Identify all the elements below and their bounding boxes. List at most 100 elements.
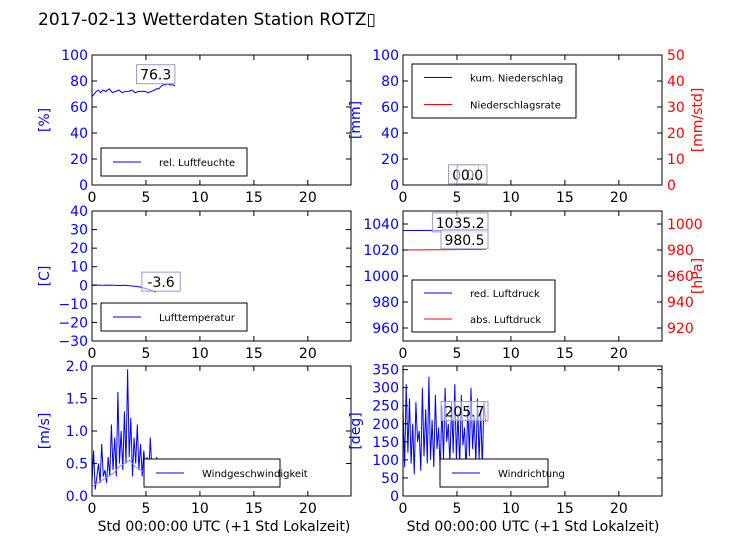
panel-pressure: 0 5 10 15 20 960 980 1000 1020 1040 920 940 960 980 10… — [363, 210, 706, 362]
y-tick-label: 20 — [381, 152, 399, 168]
y-tick-label: 150 — [372, 435, 399, 451]
y-tick-label-right: 40 — [667, 74, 685, 90]
legend-box — [411, 279, 556, 333]
legend-label: Windgeschwindigkeit — [202, 469, 308, 480]
y-tick-label: 100 — [61, 48, 88, 64]
panel-precipitation: 0 5 10 15 20 0 20 40 60 80 100 0 10 20 30 40 50 [mm] [mm/s… — [348, 48, 706, 206]
y-tick-label: 1000 — [363, 269, 399, 285]
legend-label: Windrichtung — [498, 469, 565, 480]
panel-winddirection: 0 5 10 15 20050100150200250300350[deg]Windri… — [348, 363, 663, 517]
y-tick-label: 1.0 — [66, 424, 88, 440]
y-tick-label: 960 — [372, 321, 399, 337]
y-tick-label: 0 — [79, 178, 88, 194]
x-axis-label-right: Std 00:00:00 UTC (+1 Std Lokalzeit) — [407, 519, 660, 535]
x-tick-label: 15 — [556, 190, 574, 206]
legend-label: Lufttemperatur — [159, 313, 236, 324]
x-tick-label: 10 — [502, 190, 520, 206]
legend-label: abs. Luftdruck — [470, 315, 541, 326]
x-tick-label: 10 — [191, 501, 209, 517]
x-tick-label: 15 — [556, 501, 574, 517]
panel-humidity: 0 5 10 15 20 0 20 40 60 80 100 [%] rel. Luftfeuchte 7… — [37, 48, 352, 206]
y-tick-label: 0.5 — [66, 457, 88, 473]
x-tick-label: 0 — [88, 501, 97, 517]
y-tick-label: 50 — [381, 471, 399, 487]
y-tick-label: 1020 — [363, 243, 399, 259]
y-tick-label-right: 1000 — [667, 217, 703, 233]
y-tick-label: 200 — [372, 417, 399, 433]
series-line-humidity-0 — [91, 83, 176, 97]
x-tick-label: 20 — [299, 346, 317, 362]
y-tick-label: 40 — [381, 126, 399, 142]
annotation-label: 0.0 — [461, 168, 483, 184]
y-axis-label-right: [mm/std] — [690, 88, 706, 153]
y-tick-label-right: 20 — [667, 126, 685, 142]
y-tick-label-right: 10 — [667, 152, 685, 168]
y-tick-label-right: 960 — [667, 269, 694, 285]
y-axis-label-right: [hPa] — [690, 258, 706, 294]
plot-frame-winddirection — [402, 365, 663, 497]
y-tick-label: 10 — [70, 260, 88, 276]
x-tick-label: 20 — [610, 501, 628, 517]
legend-label: kum. Niederschlag — [470, 74, 563, 85]
y-tick-label-right: 30 — [667, 100, 685, 116]
y-tick-label: 0 — [390, 489, 399, 505]
annotation-box — [141, 271, 181, 292]
y-tick-label: 40 — [70, 204, 88, 220]
x-axis-label-left: Std 00:00:00 UTC (+1 Std Lokalzeit) — [98, 519, 351, 535]
panel-windspeed: 0 5 10 15 20 0.0 0.5 1.0 1.5 2.0 [m/s] Windgeschwin… — [37, 359, 352, 517]
y-tick-label: 1040 — [363, 217, 399, 233]
legend-label: rel. Luftfeuchte — [159, 158, 235, 169]
plot-frame-humidity — [91, 54, 352, 186]
y-tick-label: −30 — [58, 334, 88, 350]
x-tick-label: 15 — [556, 346, 574, 362]
legend-label: red. Luftdruck — [470, 289, 540, 300]
y-tick-label: 350 — [372, 363, 399, 379]
y-tick-label-right: 940 — [667, 295, 694, 311]
y-axis-label: [%] — [37, 108, 53, 132]
annotation-label: 1035.2 — [436, 216, 485, 232]
plot-frame-temperature — [91, 210, 352, 342]
annotation-label: -3.6 — [147, 275, 174, 291]
y-tick-label-right: 980 — [667, 243, 694, 259]
x-tick-label: 20 — [299, 501, 317, 517]
y-tick-label: 0.0 — [66, 489, 88, 505]
y-tick-label: 40 — [70, 126, 88, 142]
y-axis-label: [m/s] — [37, 413, 53, 450]
x-tick-label: 5 — [452, 346, 461, 362]
x-tick-label: 10 — [502, 346, 520, 362]
x-tick-label: 0 — [88, 190, 97, 206]
y-tick-label: 60 — [70, 100, 88, 116]
annotation-label: 980.5 — [444, 233, 484, 249]
x-tick-label: 10 — [191, 190, 209, 206]
x-tick-label: 20 — [299, 190, 317, 206]
legend-box — [411, 63, 577, 119]
y-tick-label: 60 — [381, 100, 399, 116]
panel-temperature: 0 5 10 15 20 −30 −20 −10 0 10 20 30 40 [C] Lufttempera… — [37, 204, 352, 362]
y-axis-label: [C] — [37, 266, 53, 287]
y-tick-label: 20 — [70, 241, 88, 257]
y-tick-label: 0 — [390, 178, 399, 194]
x-tick-label: 0 — [88, 346, 97, 362]
x-tick-label: 15 — [245, 190, 263, 206]
annotation-box — [440, 401, 489, 422]
x-tick-label: 15 — [245, 501, 263, 517]
x-tick-label: 5 — [141, 501, 150, 517]
plot-frame-precipitation — [402, 54, 663, 186]
y-tick-label: 2.0 — [66, 359, 88, 375]
y-tick-label: −20 — [58, 315, 88, 331]
x-tick-label: 0 — [399, 501, 408, 517]
annotation-label: 205.7 — [444, 405, 484, 421]
x-tick-label: 20 — [610, 346, 628, 362]
y-tick-label: 980 — [372, 295, 399, 311]
y-tick-label: 80 — [70, 74, 88, 90]
y-tick-label: 250 — [372, 399, 399, 415]
y-tick-label: 0 — [79, 278, 88, 294]
x-tick-label: 0 — [399, 190, 408, 206]
x-tick-label: 15 — [245, 346, 263, 362]
y-tick-label: 100 — [372, 453, 399, 469]
y-tick-label: 100 — [372, 48, 399, 64]
x-tick-label: 10 — [502, 501, 520, 517]
y-axis-label: [mm] — [348, 101, 364, 139]
x-tick-label: 5 — [452, 190, 461, 206]
y-tick-label: 1.5 — [66, 392, 88, 408]
